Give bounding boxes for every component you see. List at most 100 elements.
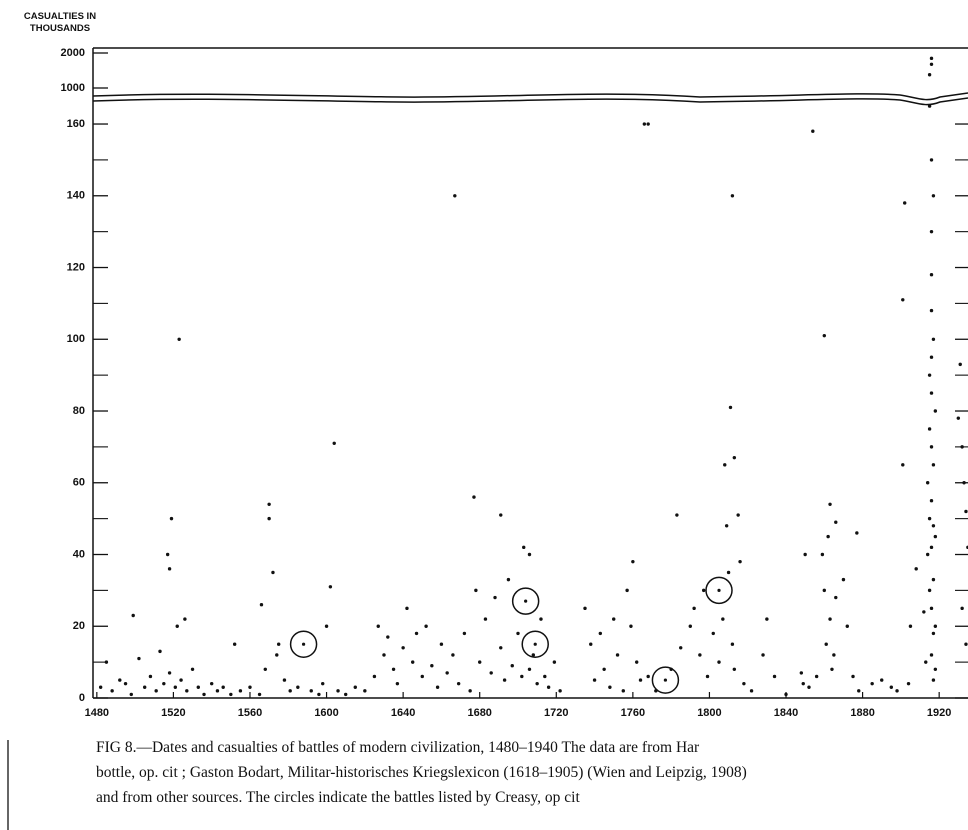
- battle-point: [401, 646, 405, 650]
- battle-point: [742, 681, 746, 686]
- x-tick-label: 1520: [161, 707, 185, 719]
- battle-point: [439, 642, 444, 646]
- battle-point: [726, 570, 731, 575]
- battle-point: [118, 678, 122, 682]
- battle-point: [129, 692, 133, 697]
- battle-point: [154, 689, 158, 693]
- y-tick-label: 160: [67, 118, 85, 130]
- x-tick-label: 1880: [850, 707, 874, 719]
- battle-point: [828, 502, 832, 506]
- battle-point: [688, 624, 692, 628]
- battle-point: [162, 681, 166, 686]
- battle-point: [552, 660, 557, 664]
- battle-point: [275, 653, 279, 657]
- battle-point: [546, 685, 551, 689]
- battle-point: [927, 373, 932, 377]
- battle-point: [931, 463, 936, 467]
- battle-point: [468, 689, 472, 693]
- creasy-dot: [717, 588, 721, 592]
- creasy-dot: [524, 599, 528, 603]
- battle-point: [834, 595, 838, 600]
- battle-point: [543, 674, 547, 679]
- battle-point: [167, 567, 172, 571]
- battle-point: [811, 129, 815, 133]
- battle-point: [472, 495, 476, 499]
- battle-point: [761, 653, 765, 657]
- battle-point: [522, 545, 526, 550]
- battle-point: [851, 674, 855, 679]
- battle-point: [583, 606, 587, 611]
- battle-point: [179, 678, 183, 682]
- battle-point: [363, 689, 367, 693]
- battle-point: [933, 667, 938, 672]
- battle-point: [321, 681, 325, 686]
- x-tick-label: 1800: [697, 707, 721, 719]
- battle-point: [506, 577, 511, 582]
- battle-point: [962, 481, 966, 485]
- battle-point: [701, 588, 706, 593]
- x-tick-label: 1480: [85, 707, 109, 719]
- battle-point: [642, 122, 647, 126]
- battle-point: [104, 660, 109, 664]
- battle-point: [493, 595, 497, 600]
- battle-point: [964, 642, 968, 646]
- battle-point: [317, 692, 321, 697]
- battle-point: [929, 606, 934, 611]
- battle-point: [931, 577, 936, 582]
- battle-point: [736, 513, 740, 517]
- battle-point: [391, 667, 396, 672]
- battle-point: [169, 516, 174, 521]
- caption: FIG 8.—Dates and casualties of battles o…: [96, 739, 700, 756]
- battle-point: [925, 552, 930, 557]
- battle-point: [344, 692, 348, 697]
- battle-point: [724, 524, 729, 528]
- battle-point: [621, 689, 625, 693]
- creasy-dot: [533, 642, 537, 646]
- battle-point: [215, 689, 220, 693]
- battle-point: [929, 229, 934, 234]
- battle-point: [142, 685, 147, 689]
- battle-point: [895, 689, 899, 693]
- battle-point: [608, 685, 612, 689]
- battle-point: [183, 617, 187, 621]
- battle-point: [602, 667, 606, 672]
- battle-point: [908, 624, 913, 628]
- battle-point: [238, 689, 243, 693]
- battle-point: [232, 642, 237, 646]
- battle-point: [123, 681, 128, 686]
- battle-point: [929, 445, 934, 449]
- battle-point: [353, 685, 357, 689]
- battle-point: [925, 481, 930, 485]
- x-tick-label: 1920: [927, 707, 951, 719]
- battle-point: [799, 671, 804, 675]
- battle-point: [527, 667, 532, 672]
- battle-point: [634, 660, 639, 664]
- battle-point: [807, 685, 811, 689]
- battle-point: [855, 531, 859, 535]
- battle-point: [516, 631, 520, 636]
- battle-point: [248, 685, 252, 689]
- battle-point: [679, 646, 683, 650]
- battle-point: [730, 642, 735, 646]
- battle-point: [405, 606, 409, 611]
- battle-point: [711, 631, 715, 636]
- battle-point: [723, 463, 727, 467]
- battle-point: [964, 509, 968, 514]
- battle-point: [414, 631, 419, 636]
- battle-point: [958, 362, 962, 367]
- battle-point: [502, 678, 507, 682]
- battle-point: [933, 409, 938, 413]
- battle-point: [382, 653, 386, 657]
- battle-point: [927, 427, 932, 431]
- battle-point: [927, 588, 932, 593]
- battle-point: [646, 674, 650, 679]
- battle-point: [531, 653, 536, 657]
- battle-point: [801, 681, 805, 686]
- battle-point: [927, 516, 932, 521]
- battle-point: [510, 664, 514, 668]
- battle-point: [834, 520, 838, 524]
- battle-point: [830, 667, 834, 672]
- battle-point: [929, 545, 934, 550]
- battle-point: [728, 405, 733, 410]
- creasy-circle: [705, 576, 733, 605]
